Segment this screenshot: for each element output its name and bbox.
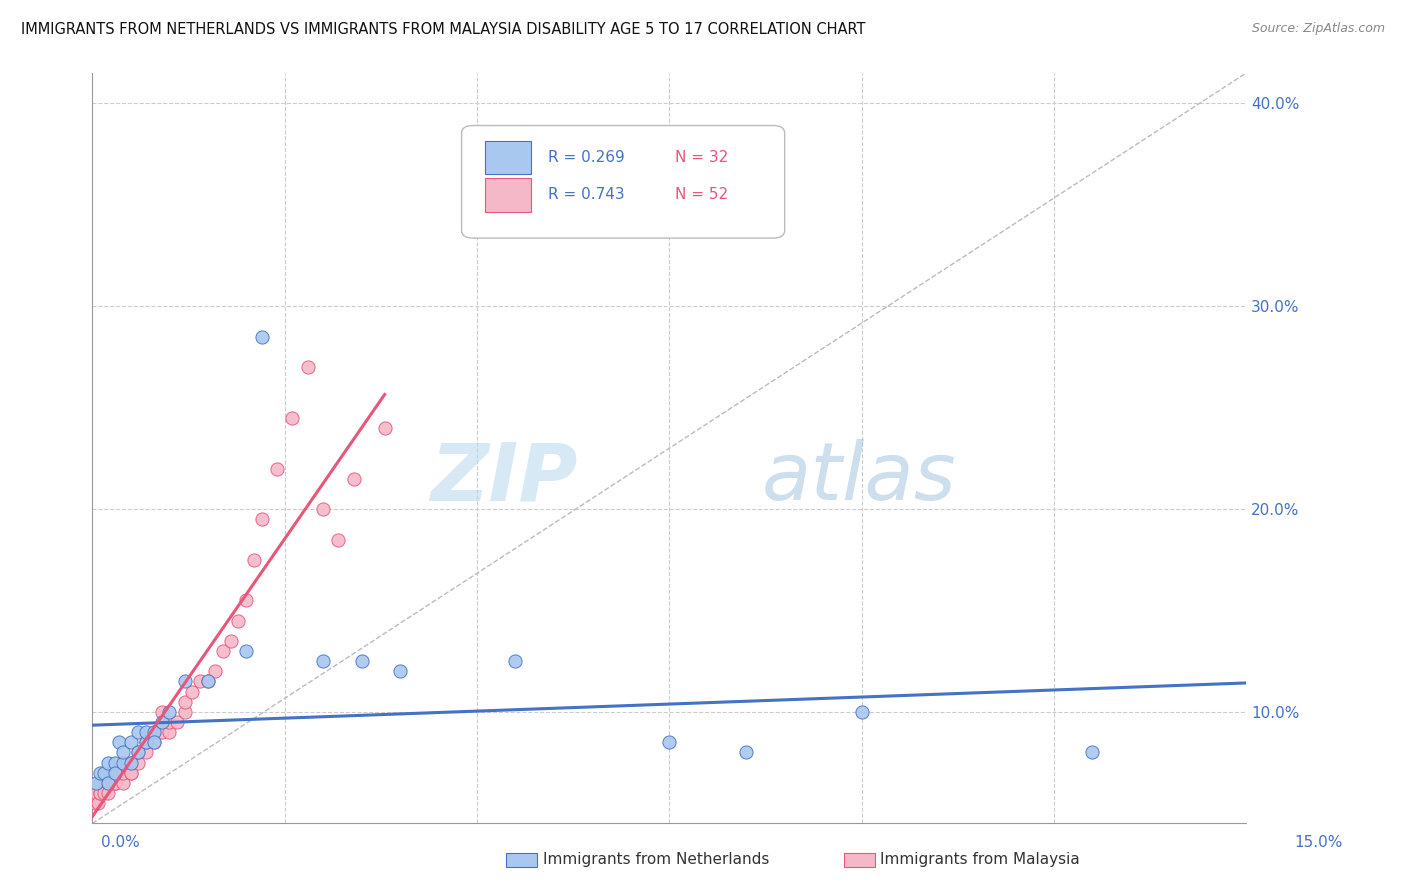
Point <box>135 735 157 749</box>
Point <box>157 714 180 729</box>
Point <box>120 756 142 770</box>
Point <box>127 746 149 760</box>
Point <box>89 765 111 780</box>
Point <box>87 796 110 810</box>
Text: R = 0.743: R = 0.743 <box>548 187 624 202</box>
Text: Immigrants from Netherlands: Immigrants from Netherlands <box>543 853 769 867</box>
Point <box>93 765 115 780</box>
Text: 0.0%: 0.0% <box>101 836 141 850</box>
Text: 15.0%: 15.0% <box>1295 836 1343 850</box>
Point <box>281 410 304 425</box>
Point <box>166 714 188 729</box>
Point <box>89 786 111 800</box>
Point <box>735 746 758 760</box>
Point <box>127 756 149 770</box>
Point <box>97 776 120 790</box>
Point <box>374 421 396 435</box>
Point <box>150 714 173 729</box>
Bar <box>485 141 531 174</box>
Point <box>1081 746 1104 760</box>
Point <box>173 705 195 719</box>
Point <box>127 746 149 760</box>
Point <box>243 553 266 567</box>
Point <box>142 725 165 739</box>
Point <box>142 735 165 749</box>
Point <box>851 705 873 719</box>
Point <box>120 765 142 780</box>
Point <box>84 786 107 800</box>
FancyBboxPatch shape <box>461 126 785 238</box>
Point <box>197 674 219 689</box>
Point <box>142 735 165 749</box>
Point <box>89 786 111 800</box>
Text: Immigrants from Malaysia: Immigrants from Malaysia <box>880 853 1080 867</box>
Point <box>150 725 173 739</box>
Point <box>104 756 127 770</box>
Point <box>97 756 120 770</box>
Point <box>89 776 111 790</box>
Text: Source: ZipAtlas.com: Source: ZipAtlas.com <box>1251 22 1385 36</box>
Text: N = 32: N = 32 <box>675 150 728 165</box>
Point <box>135 746 157 760</box>
Point <box>157 705 180 719</box>
Point <box>235 593 257 607</box>
Point <box>350 654 373 668</box>
Bar <box>485 178 531 211</box>
Point <box>212 644 235 658</box>
Point <box>120 756 142 770</box>
Point <box>84 776 107 790</box>
Point <box>142 725 165 739</box>
Point <box>312 502 335 516</box>
Point <box>104 765 127 780</box>
Point <box>97 776 120 790</box>
Point <box>108 735 131 749</box>
Point <box>505 654 527 668</box>
Point <box>104 776 127 790</box>
Point <box>188 674 211 689</box>
Point <box>266 461 288 475</box>
Point <box>297 360 319 375</box>
Text: atlas: atlas <box>762 439 956 517</box>
Point <box>312 654 335 668</box>
Point <box>112 776 135 790</box>
Point <box>173 695 195 709</box>
Point <box>157 725 180 739</box>
Point <box>83 796 105 810</box>
Point <box>97 786 120 800</box>
Point <box>150 705 173 719</box>
Point <box>120 765 142 780</box>
Point <box>104 765 127 780</box>
Point <box>108 765 131 780</box>
Point <box>328 533 350 547</box>
Point <box>658 735 681 749</box>
Point <box>97 776 120 790</box>
Text: ZIP: ZIP <box>430 439 576 517</box>
Point <box>120 735 142 749</box>
Point <box>250 512 273 526</box>
Point <box>93 786 115 800</box>
Point <box>389 665 412 679</box>
Point <box>100 776 122 790</box>
Point <box>104 776 127 790</box>
Point <box>343 472 366 486</box>
Point <box>112 746 135 760</box>
Point <box>235 644 257 658</box>
Point <box>127 725 149 739</box>
Point <box>173 674 195 689</box>
Point <box>112 756 135 770</box>
Point <box>112 756 135 770</box>
Point <box>93 776 115 790</box>
Text: IMMIGRANTS FROM NETHERLANDS VS IMMIGRANTS FROM MALAYSIA DISABILITY AGE 5 TO 17 C: IMMIGRANTS FROM NETHERLANDS VS IMMIGRANT… <box>21 22 866 37</box>
Point <box>204 665 226 679</box>
Point <box>250 329 273 343</box>
Point <box>181 684 204 698</box>
Text: R = 0.269: R = 0.269 <box>548 150 624 165</box>
Point <box>219 634 242 648</box>
Point <box>135 735 157 749</box>
Point <box>135 725 157 739</box>
Point <box>112 765 135 780</box>
Text: N = 52: N = 52 <box>675 187 728 202</box>
Point <box>197 674 219 689</box>
Point <box>228 614 250 628</box>
